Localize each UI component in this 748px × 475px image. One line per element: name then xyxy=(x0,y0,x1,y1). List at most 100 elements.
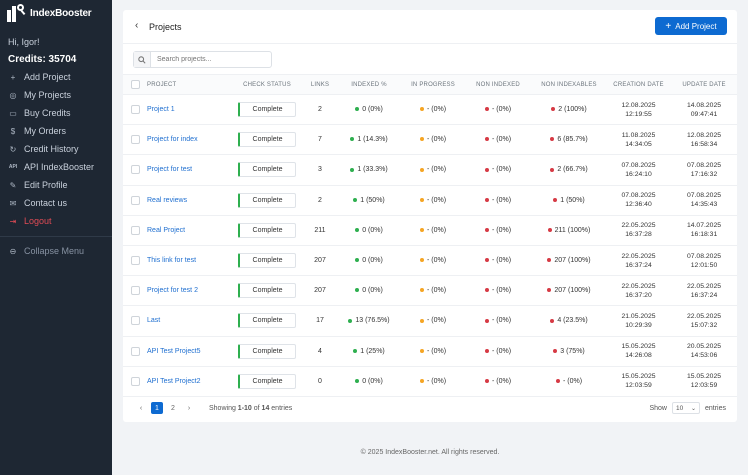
collapse-menu-button[interactable]: ⊖ Collapse Menu xyxy=(0,242,112,260)
status-cell: Complete xyxy=(230,124,304,156)
brand-logo[interactable]: IndexBooster xyxy=(7,4,92,22)
indexed-dot-icon xyxy=(355,288,360,293)
update-time: 12:01:50 xyxy=(690,261,718,269)
sidebar-item-my-orders[interactable]: $ My Orders xyxy=(0,122,112,140)
non-indexables-cell: 3 (75%) xyxy=(532,336,606,367)
prev-page-button[interactable]: ‹ xyxy=(139,404,143,412)
project-name-link[interactable]: Project for test 2 xyxy=(147,287,198,295)
sidebar-item-buy-credits[interactable]: ▭ Buy Credits xyxy=(0,104,112,122)
sidebar-item-logout[interactable]: ⇥ Logout xyxy=(0,212,112,230)
col-non-indexables[interactable]: NON INDEXABLES xyxy=(532,74,606,95)
links-count: 2 xyxy=(304,94,336,126)
in-progress-cell: - (0%) xyxy=(402,366,464,397)
update-time: 16:18:31 xyxy=(690,231,718,239)
footer-copyright: © 2025 IndexBooster.net. All rights rese… xyxy=(360,449,500,456)
row-checkbox[interactable] xyxy=(130,165,140,175)
status-badge: Complete xyxy=(238,132,296,148)
creation-date-cell: 11.08.2025 14:34:05 xyxy=(606,124,671,156)
project-name-link[interactable]: API Test Project2 xyxy=(147,377,201,385)
row-checkbox[interactable] xyxy=(130,225,140,235)
non-indexables-cell: 1 (50%) xyxy=(532,185,606,216)
creation-date-cell: 12.08.2025 12:19:55 xyxy=(606,94,671,126)
project-name-link[interactable]: Real reviews xyxy=(147,196,188,204)
sidebar-item-add-project[interactable]: + Add Project xyxy=(0,68,112,86)
in-progress-cell: - (0%) xyxy=(402,94,464,126)
row-checkbox[interactable] xyxy=(130,286,140,296)
project-name-link[interactable]: Last xyxy=(147,317,161,325)
col-indexed[interactable]: INDEXED % xyxy=(336,74,402,95)
sidebar-item-edit-profile[interactable]: ✎ Edit Profile xyxy=(0,176,112,194)
page-1-button[interactable]: 1 xyxy=(151,402,163,414)
indexed-dot-icon xyxy=(350,137,355,142)
sidebar-item-contact[interactable]: ✉ Contact us xyxy=(0,194,112,212)
select-all-checkbox[interactable] xyxy=(130,80,140,89)
in-progress-value: - (0%) xyxy=(426,287,447,295)
row-checkbox[interactable] xyxy=(130,105,140,115)
plus-icon: + xyxy=(10,72,16,82)
info-range: 1-10 xyxy=(237,404,252,412)
indexed-cell: 0 (0%) xyxy=(336,94,402,126)
sidebar-item-my-projects[interactable]: ◎ My Projects xyxy=(0,86,112,104)
project-name-link[interactable]: API Test Project5 xyxy=(147,347,201,355)
in-progress-cell: - (0%) xyxy=(402,275,464,307)
col-project[interactable]: PROJECT xyxy=(147,74,230,95)
page-2-button[interactable]: 2 xyxy=(171,404,175,412)
col-update-date[interactable]: UPDATE DATE xyxy=(671,74,737,95)
project-name-link[interactable]: This link for test xyxy=(147,257,197,265)
col-creation-date[interactable]: CREATION DATE xyxy=(606,74,671,95)
project-name-link[interactable]: Project for test xyxy=(147,166,193,174)
non-indexables-cell: - (0%) xyxy=(532,366,606,397)
update-date-cell: 14.07.2025 16:18:31 xyxy=(671,215,737,246)
col-non-indexed[interactable]: NON INDEXED xyxy=(464,74,532,95)
sidebar-item-credit-history[interactable]: ↻ Credit History xyxy=(0,140,112,158)
non-indexables-cell: 6 (85.7%) xyxy=(532,124,606,156)
non-indexables-dot-icon xyxy=(551,107,556,112)
sidebar-item-api[interactable]: API API IndexBooster xyxy=(0,158,112,176)
in-progress-dot-icon xyxy=(419,318,424,323)
update-date-cell: 22.05.2025 16:37:24 xyxy=(671,275,737,307)
creation-date: 22.05.2025 xyxy=(621,222,656,230)
row-checkbox[interactable] xyxy=(130,316,140,326)
table-row: API Test Project5 Complete 4 1 (25%) - (0%) -… xyxy=(123,336,737,367)
creation-time: 16:24:10 xyxy=(625,170,652,178)
project-cell: Project 1 xyxy=(147,94,230,126)
update-date-cell: 22.05.2025 15:07:32 xyxy=(671,305,737,337)
in-progress-cell: - (0%) xyxy=(402,185,464,216)
row-checkbox[interactable] xyxy=(130,376,140,386)
status-cell: Complete xyxy=(230,275,304,307)
in-progress-value: - (0%) xyxy=(426,166,447,174)
links-count: 4 xyxy=(304,336,336,367)
non-indexables-value: 207 (100%) xyxy=(554,257,591,265)
col-links[interactable]: LINKS xyxy=(304,74,336,95)
non-indexables-value: 6 (85.7%) xyxy=(557,136,588,144)
col-check-status[interactable]: CHECK STATUS xyxy=(230,74,304,95)
creation-time: 12:36:40 xyxy=(625,201,652,209)
row-checkbox[interactable] xyxy=(130,135,140,145)
non-indexables-cell: 2 (66.7%) xyxy=(532,154,606,186)
history-icon: ↻ xyxy=(9,144,17,154)
page-size-select[interactable]: 10 ⌄ xyxy=(671,402,700,414)
status-cell: Complete xyxy=(230,215,304,246)
project-name-link[interactable]: Project for index xyxy=(147,136,198,144)
search-input[interactable] xyxy=(151,56,261,63)
col-in-progress[interactable]: IN PROGRESS xyxy=(402,74,464,95)
row-checkbox[interactable] xyxy=(130,256,140,266)
page-size-label: Show xyxy=(649,404,667,412)
non-indexed-value: - (0%) xyxy=(491,166,512,174)
status-cell: Complete xyxy=(230,94,304,126)
add-project-label: Add Project xyxy=(675,21,717,31)
back-arrow-icon[interactable]: ‹ xyxy=(135,20,139,31)
add-project-button[interactable]: + Add Project xyxy=(655,17,727,35)
creation-time: 14:26:08 xyxy=(625,352,652,360)
non-indexables-dot-icon xyxy=(550,137,555,142)
row-checkbox[interactable] xyxy=(130,195,140,205)
project-name-link[interactable]: Real Project xyxy=(147,226,186,234)
project-cell: Project for test xyxy=(147,154,230,186)
project-name-link[interactable]: Project 1 xyxy=(147,106,175,114)
links-count: 207 xyxy=(304,275,336,307)
update-date-cell: 20.05.2025 14:53:06 xyxy=(671,336,737,367)
info-prefix: Showing xyxy=(209,404,238,412)
mail-icon: ✉ xyxy=(9,198,17,208)
row-checkbox[interactable] xyxy=(130,346,140,356)
next-page-button[interactable]: › xyxy=(187,404,191,412)
